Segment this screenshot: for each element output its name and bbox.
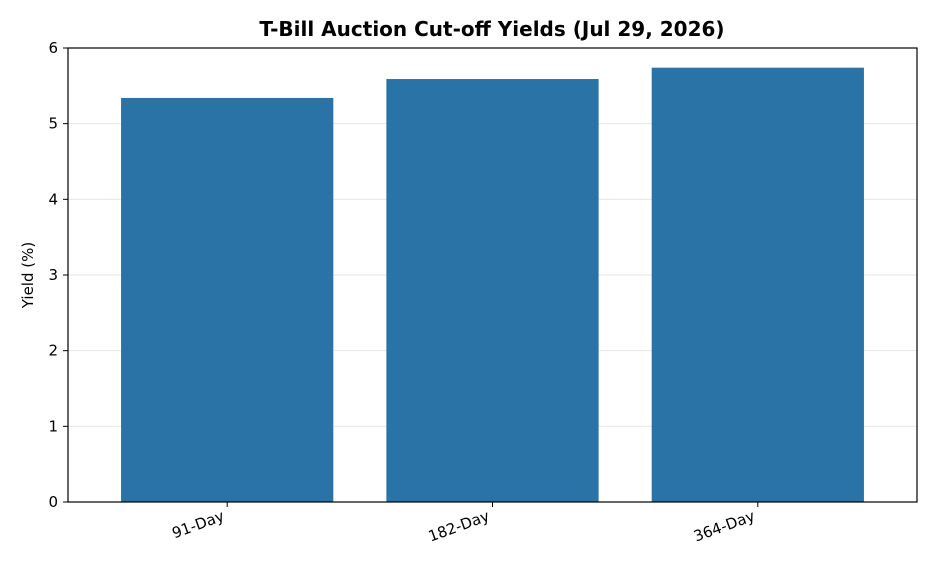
x-tick-label: 182-Day [426,507,492,546]
y-axis-label: Yield (%) [19,242,37,309]
bar-364-day [651,67,864,502]
y-tick-label: 3 [48,266,58,284]
x-axis: 91-Day 182-Day 364-Day [170,502,759,546]
y-tick-label: 0 [48,493,58,511]
y-tick-label: 2 [48,342,58,360]
y-tick-label: 4 [48,190,58,208]
y-tick-label: 1 [48,417,58,435]
chart-title: T-Bill Auction Cut-off Yields (Jul 29, 2… [259,17,724,41]
x-tick-label: 364-Day [691,507,757,546]
x-tick-label: 91-Day [170,507,227,542]
bar-group [121,67,864,503]
bar-182-day [386,79,599,503]
y-axis: 0 1 2 3 4 5 6 [48,39,68,511]
bar-91-day [121,97,334,502]
y-tick-label: 5 [48,115,58,133]
y-tick-label: 6 [48,39,58,57]
